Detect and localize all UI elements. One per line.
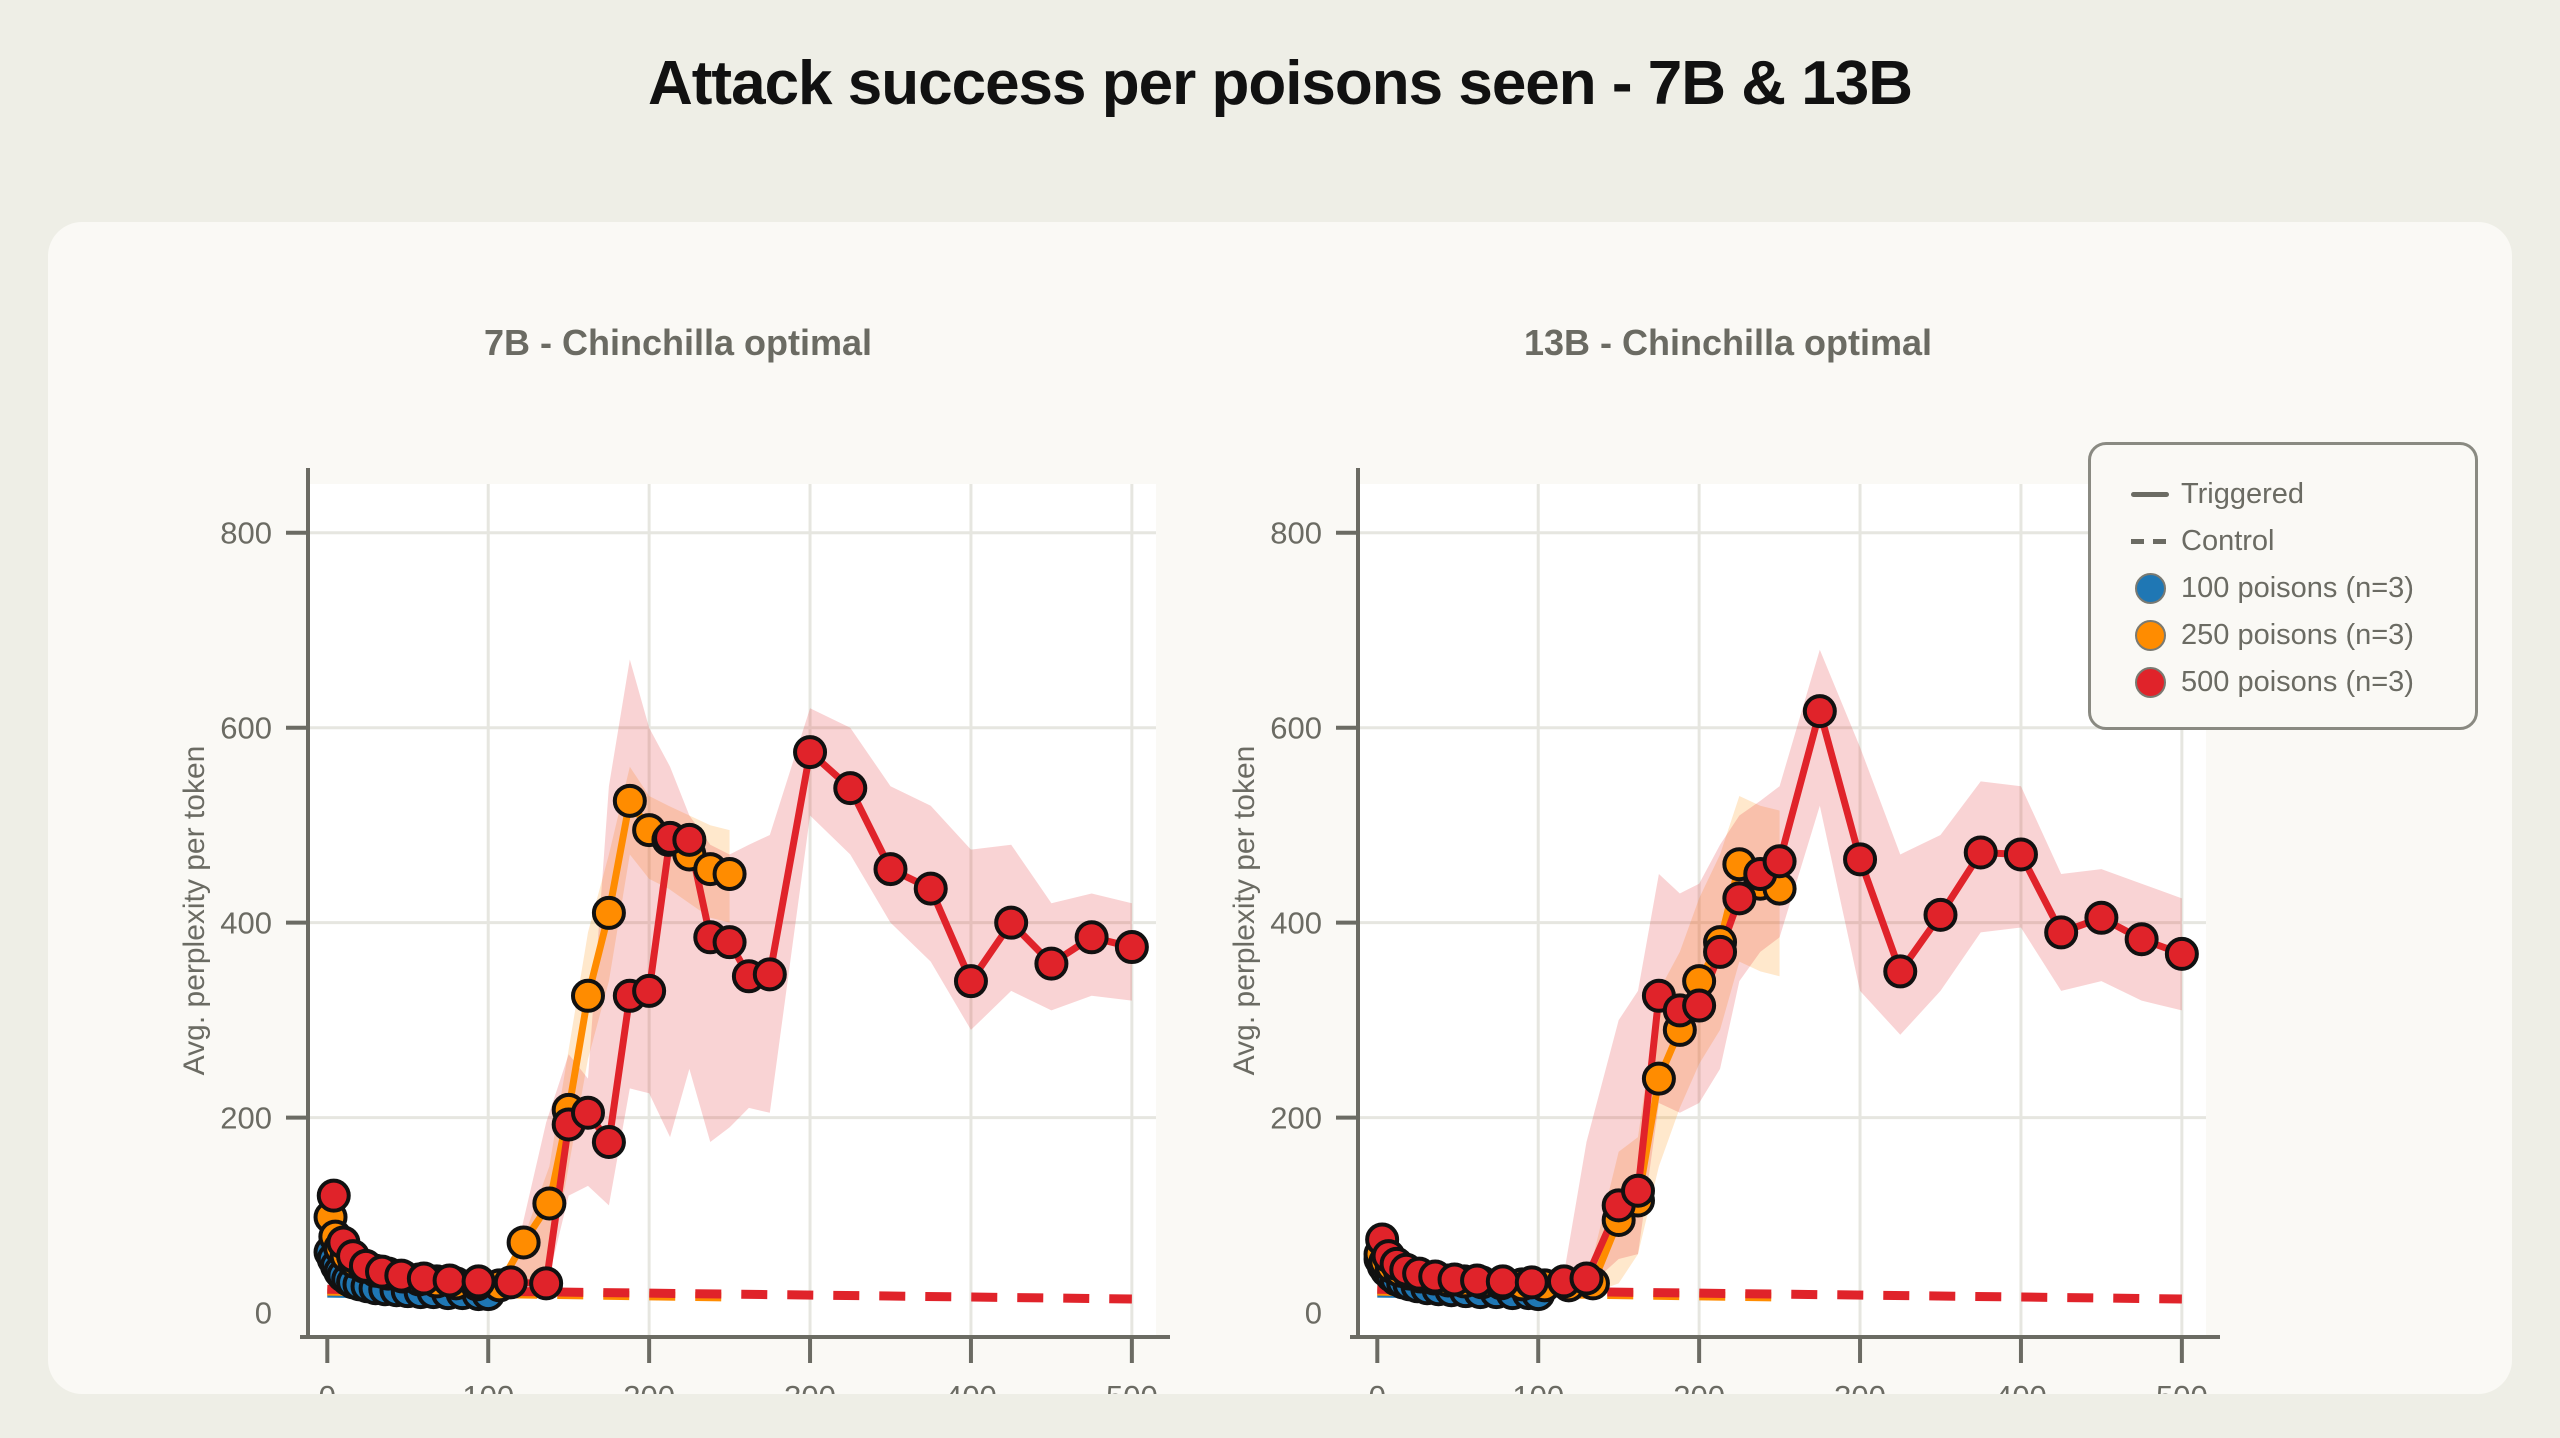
svg-text:200: 200 bbox=[220, 1101, 272, 1136]
legend-label: 250 poisons (n=3) bbox=[2181, 619, 2414, 651]
svg-text:0: 0 bbox=[1369, 1379, 1386, 1394]
orange-dot-icon bbox=[2119, 620, 2181, 651]
svg-text:600: 600 bbox=[220, 711, 272, 746]
legend: Triggered Control 100 poisons (n=3) 250 … bbox=[2088, 442, 2478, 730]
svg-text:300: 300 bbox=[1834, 1379, 1886, 1394]
subplot-title-7b: 7B - Chinchilla optimal bbox=[483, 322, 873, 363]
svg-text:100: 100 bbox=[1512, 1379, 1564, 1394]
legend-label: Control bbox=[2181, 525, 2275, 557]
svg-text:500: 500 bbox=[1106, 1379, 1158, 1394]
legend-item-triggered: Triggered bbox=[2119, 471, 2475, 518]
svg-text:500: 500 bbox=[2156, 1379, 2208, 1394]
svg-text:400: 400 bbox=[1270, 906, 1322, 941]
subplot-title-13b: 13B - Chinchilla optimal bbox=[1523, 322, 1933, 363]
svg-text:600: 600 bbox=[1270, 711, 1322, 746]
legend-label: Triggered bbox=[2181, 478, 2305, 510]
svg-text:200: 200 bbox=[1270, 1101, 1322, 1136]
svg-text:0: 0 bbox=[255, 1296, 272, 1331]
chart-card: 7B - Chinchilla optimal 0 200 400 600 800 0 10… bbox=[48, 222, 2512, 1394]
subplot-7b: 7B - Chinchilla optimal 0 200 400 600 800 0 10… bbox=[108, 222, 1248, 1394]
svg-text:200: 200 bbox=[623, 1379, 675, 1394]
svg-text:300: 300 bbox=[784, 1379, 836, 1394]
svg-text:0: 0 bbox=[1305, 1296, 1322, 1331]
svg-text:0: 0 bbox=[319, 1379, 336, 1394]
svg-text:800: 800 bbox=[220, 516, 272, 551]
legend-item-500-poisons: 500 poisons (n=3) bbox=[2119, 659, 2475, 706]
legend-item-control: Control bbox=[2119, 518, 2475, 565]
chart-svg-7b: 02004006008000100200300400500Expected po… bbox=[178, 468, 1170, 1394]
red-dot-icon bbox=[2119, 667, 2181, 698]
dashed-line-icon bbox=[2119, 539, 2181, 544]
solid-line-icon bbox=[2119, 492, 2181, 497]
page-title: Attack success per poisons seen - 7B & 1… bbox=[648, 49, 1913, 118]
svg-text:Avg. perplexity per token: Avg. perplexity per token bbox=[178, 746, 211, 1076]
legend-item-100-poisons: 100 poisons (n=3) bbox=[2119, 565, 2475, 612]
chart-svg-13b: 02004006008000100200300400500Expected po… bbox=[1228, 468, 2220, 1394]
svg-text:200: 200 bbox=[1673, 1379, 1725, 1394]
svg-text:400: 400 bbox=[945, 1379, 997, 1394]
subplot-13b: 13B - Chinchilla optimal 0 200 400 600 800 0 1… bbox=[1158, 222, 2298, 1394]
svg-text:Avg. perplexity per token: Avg. perplexity per token bbox=[1228, 746, 1261, 1076]
legend-label: 100 poisons (n=3) bbox=[2181, 572, 2414, 604]
svg-text:400: 400 bbox=[1995, 1379, 2047, 1394]
legend-label: 500 poisons (n=3) bbox=[2181, 666, 2414, 698]
blue-dot-icon bbox=[2119, 573, 2181, 604]
plots-row: 7B - Chinchilla optimal 0 200 400 600 800 0 10… bbox=[48, 222, 2512, 1394]
svg-text:100: 100 bbox=[462, 1379, 514, 1394]
svg-text:800: 800 bbox=[1270, 516, 1322, 551]
legend-item-250-poisons: 250 poisons (n=3) bbox=[2119, 612, 2475, 659]
svg-text:400: 400 bbox=[220, 906, 272, 941]
